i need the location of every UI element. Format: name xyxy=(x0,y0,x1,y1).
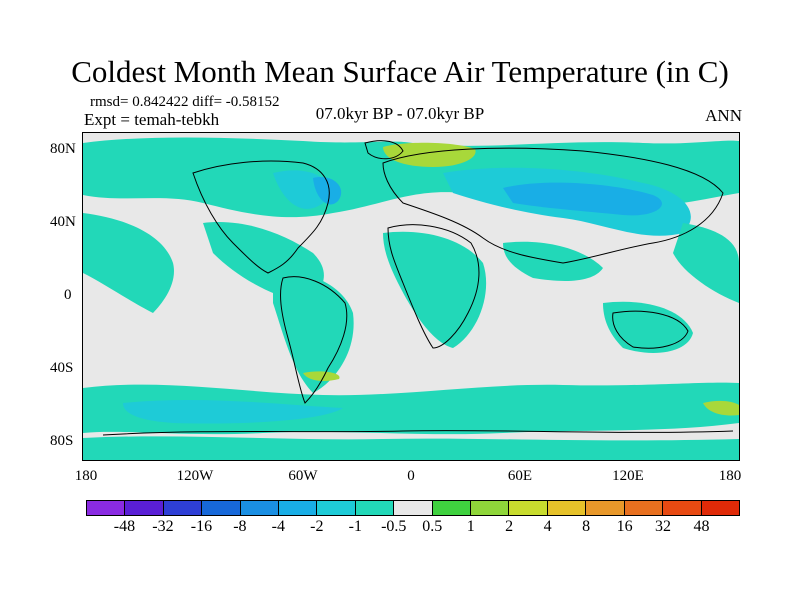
season-label: ANN xyxy=(705,106,742,125)
temperature-map xyxy=(82,132,740,461)
colorbar-cell xyxy=(547,501,587,515)
x-tick-120e: 120E xyxy=(612,468,644,484)
colorbar-label: -32 xyxy=(152,518,174,535)
canada-blue-area xyxy=(313,177,342,205)
australia-teal xyxy=(603,301,693,353)
colorbar-cell xyxy=(509,501,548,515)
colorbar-label: -0.5 xyxy=(381,518,407,535)
south-atlantic-warm-streak xyxy=(303,371,340,381)
colorbar-cell xyxy=(701,501,739,515)
africa-teal xyxy=(383,231,487,348)
colorbar-label: 2 xyxy=(505,518,514,535)
colorbar-cell xyxy=(87,501,126,515)
colorbar-cell xyxy=(471,501,510,515)
colorbar-cell xyxy=(432,501,472,515)
colorbar-label: 0.5 xyxy=(422,518,443,535)
colorbar-label: 16 xyxy=(616,518,633,535)
coastline-australia xyxy=(612,310,689,349)
coastline-antarctica xyxy=(102,430,734,436)
coastlines xyxy=(102,140,734,436)
colorbar-cell xyxy=(279,501,318,515)
colorbar-label: -4 xyxy=(271,518,286,535)
x-tick-180w: 180 xyxy=(74,468,98,484)
stats-label: rmsd= 0.842422 diff= -0.58152 xyxy=(90,94,280,110)
y-tick-40s: 40S xyxy=(50,360,74,376)
south-america-teal xyxy=(273,272,354,393)
colorbar-cell xyxy=(586,501,625,515)
colorbar-cell xyxy=(663,501,702,515)
north-pacific-teal xyxy=(83,213,174,313)
colorbar xyxy=(86,500,740,516)
siberia-blue-area xyxy=(503,182,662,216)
colorbar-label: -1 xyxy=(348,518,362,535)
colorbar-label: 4 xyxy=(543,518,552,535)
colorbar-label: -48 xyxy=(113,518,136,535)
y-tick-0: 0 xyxy=(64,287,72,303)
x-tick-60e: 60E xyxy=(507,468,533,484)
coastline-greenland xyxy=(364,140,404,160)
southern-ocean-cyan xyxy=(123,399,343,424)
coastline-north-america xyxy=(192,160,330,274)
chart-title: Coldest Month Mean Surface Air Temperatu… xyxy=(71,54,729,89)
coastline-south-america xyxy=(280,276,348,404)
colorbar-label: 48 xyxy=(693,518,710,535)
map-svg xyxy=(83,133,739,460)
x-tick-0: 0 xyxy=(407,468,415,484)
colorbar-cell xyxy=(163,501,203,515)
colorbar-label: 32 xyxy=(655,518,672,535)
west-pacific-teal xyxy=(673,223,739,303)
colorbar-cell xyxy=(355,501,395,515)
coastline-africa xyxy=(387,224,480,349)
colorbar-cell xyxy=(202,501,241,515)
coastline-eurasia xyxy=(382,147,724,264)
antarctic-teal xyxy=(83,436,739,460)
colorbar-label: 1 xyxy=(466,518,475,535)
y-tick-80s: 80S xyxy=(50,433,74,449)
x-tick-60w: 60W xyxy=(288,468,318,484)
colorbar-label: 8 xyxy=(582,518,591,535)
colorbar-cell xyxy=(240,501,280,515)
y-tick-80n: 80N xyxy=(50,141,76,157)
southern-pacific-warm-patch xyxy=(703,400,739,416)
colorbar-cell xyxy=(125,501,164,515)
colorbar-cell xyxy=(317,501,356,515)
y-tick-40n: 40N xyxy=(50,214,76,230)
period-label: 07.0kyr BP - 07.0kyr BP xyxy=(315,104,485,123)
scandinavia-warm-patch xyxy=(383,142,476,167)
x-tick-120w: 120W xyxy=(176,468,214,484)
colorbar-label: -8 xyxy=(233,518,247,535)
colorbar-label: -2 xyxy=(310,518,324,535)
colorbar-label: -16 xyxy=(190,518,213,535)
colorbar-cell xyxy=(394,501,433,515)
experiment-label: Expt = temah-tebkh xyxy=(84,110,220,129)
x-tick-180e: 180 xyxy=(718,468,742,484)
colorbar-cell xyxy=(624,501,664,515)
